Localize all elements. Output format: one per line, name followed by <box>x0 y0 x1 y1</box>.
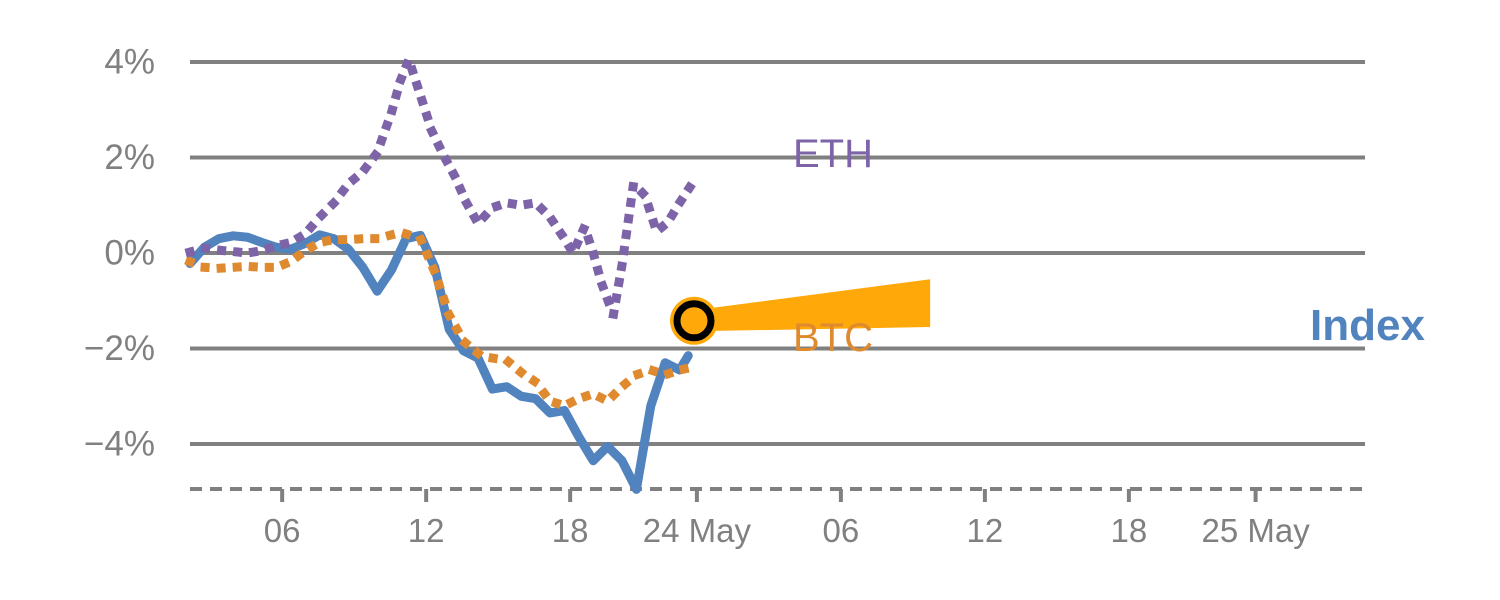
y-tick-label: 4% <box>104 42 155 81</box>
x-tick-label: 18 <box>552 512 589 549</box>
series-line-eth <box>184 55 698 320</box>
series-line-index <box>185 230 693 494</box>
x-tick-label: 25 May <box>1201 512 1310 549</box>
marker-dot[interactable] <box>673 300 715 342</box>
x-tick-label: 24 May <box>643 512 752 549</box>
current-value-marker[interactable] <box>670 296 718 345</box>
series-paths-group <box>184 55 698 494</box>
series-label-index: Index <box>1310 301 1425 350</box>
series-label-btc: BTC <box>793 316 873 360</box>
x-tick-label: 12 <box>408 512 445 549</box>
x-tick-label: 18 <box>1111 512 1148 549</box>
gridlines-group <box>190 60 1365 446</box>
y-tick-label: 2% <box>104 138 155 177</box>
y-tick-label: −4% <box>84 424 155 463</box>
series-label-eth: ETH <box>793 132 873 176</box>
series-line-btc <box>184 229 697 411</box>
y-tick-label: −2% <box>84 329 155 368</box>
x-tick-label: 06 <box>264 512 301 549</box>
x-tick-label: 06 <box>823 512 860 549</box>
x-axis-labels-group: 06 12 18 24 May 06 12 18 25 May <box>264 512 1310 549</box>
index-forecast-band <box>694 279 931 332</box>
y-tick-label: 0% <box>104 233 155 272</box>
y-axis-labels-group: 4% 2% 0% −2% −4% <box>84 42 155 463</box>
series-labels-group: ETH BTC Index <box>793 132 1425 360</box>
forecast-band-group <box>694 279 931 332</box>
x-axis-group <box>190 487 1365 502</box>
x-tick-label: 12 <box>967 512 1004 549</box>
